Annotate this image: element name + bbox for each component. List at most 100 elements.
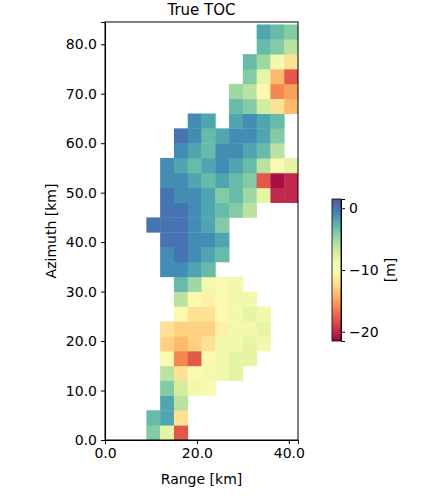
cell	[284, 24, 298, 39]
cell	[270, 114, 284, 129]
tick-mark	[197, 440, 198, 444]
cell	[229, 99, 243, 114]
cell	[174, 381, 188, 396]
cell	[243, 306, 257, 321]
cell	[146, 410, 160, 425]
tick-mark	[341, 332, 345, 333]
cell	[174, 128, 188, 143]
cell	[202, 336, 216, 351]
cell	[188, 351, 202, 366]
cell	[215, 351, 229, 366]
cell	[202, 277, 216, 292]
cell	[215, 306, 229, 321]
cell	[160, 188, 174, 203]
cell	[146, 217, 160, 232]
tick: 0	[341, 200, 358, 216]
cell	[257, 336, 271, 351]
cell	[202, 143, 216, 158]
tick-mark	[101, 44, 105, 45]
plot-frame	[105, 22, 298, 440]
cell	[202, 232, 216, 247]
cell	[174, 277, 188, 292]
cell	[284, 54, 298, 69]
cell	[257, 54, 271, 69]
cell	[257, 24, 271, 39]
cell	[284, 173, 298, 188]
y-axis: 0.010.020.030.040.050.060.070.080.0	[66, 23, 106, 448]
cell	[160, 232, 174, 247]
tick-label: 50.0	[66, 185, 97, 201]
cell	[215, 336, 229, 351]
cell	[188, 306, 202, 321]
cell	[160, 217, 174, 232]
cell	[146, 425, 160, 440]
colorbar	[332, 199, 341, 341]
cell	[257, 84, 271, 99]
tick-label: 10.0	[66, 383, 97, 399]
cell	[202, 128, 216, 143]
cell	[215, 277, 229, 292]
cell	[202, 351, 216, 366]
cell	[257, 99, 271, 114]
cell	[229, 128, 243, 143]
cell	[229, 292, 243, 307]
tick-label: 60.0	[66, 135, 97, 151]
cell	[215, 232, 229, 247]
tick-label: 20.0	[182, 445, 213, 461]
cell	[229, 188, 243, 203]
cell	[229, 366, 243, 381]
cell	[160, 366, 174, 381]
tick-mark	[101, 94, 105, 95]
cell	[229, 306, 243, 321]
tick-label: 40.0	[274, 445, 305, 461]
tick: 10.0	[66, 383, 105, 399]
tick-mark	[101, 143, 105, 144]
cell	[174, 292, 188, 307]
cell	[202, 188, 216, 203]
cell	[174, 262, 188, 277]
cell	[270, 188, 284, 203]
tick-label: 40.0	[66, 234, 97, 250]
chart: 0.020.040.00.010.020.030.040.050.060.070…	[0, 0, 441, 504]
heatmap-cells	[146, 24, 298, 440]
cell	[229, 351, 243, 366]
cell	[270, 158, 284, 173]
cell	[257, 128, 271, 143]
tick: 20.0	[66, 333, 105, 349]
tick: −20	[341, 324, 379, 340]
tick-label: 0.0	[94, 445, 116, 461]
title: True TOC	[166, 1, 235, 19]
cell	[174, 247, 188, 262]
cell	[284, 99, 298, 114]
cell	[243, 114, 257, 129]
tick-label: −10	[349, 262, 379, 278]
cell	[160, 173, 174, 188]
cell	[243, 69, 257, 84]
cell	[257, 173, 271, 188]
cell	[215, 292, 229, 307]
cell	[284, 69, 298, 84]
cell	[257, 306, 271, 321]
cell	[188, 203, 202, 218]
cell	[270, 173, 284, 188]
cell	[215, 173, 229, 188]
cell	[188, 336, 202, 351]
cell	[270, 69, 284, 84]
x-axis: 0.0 20.0 40.0	[94, 440, 305, 461]
cell	[229, 143, 243, 158]
cell	[174, 173, 188, 188]
cell	[188, 173, 202, 188]
cell	[160, 381, 174, 396]
cell	[257, 39, 271, 54]
cell	[202, 203, 216, 218]
cell	[229, 114, 243, 129]
cell	[174, 351, 188, 366]
cell	[229, 158, 243, 173]
cell	[215, 247, 229, 262]
cell	[243, 292, 257, 307]
cell	[174, 203, 188, 218]
cell	[174, 232, 188, 247]
cell	[160, 321, 174, 336]
cell	[229, 84, 243, 99]
cell	[160, 203, 174, 218]
